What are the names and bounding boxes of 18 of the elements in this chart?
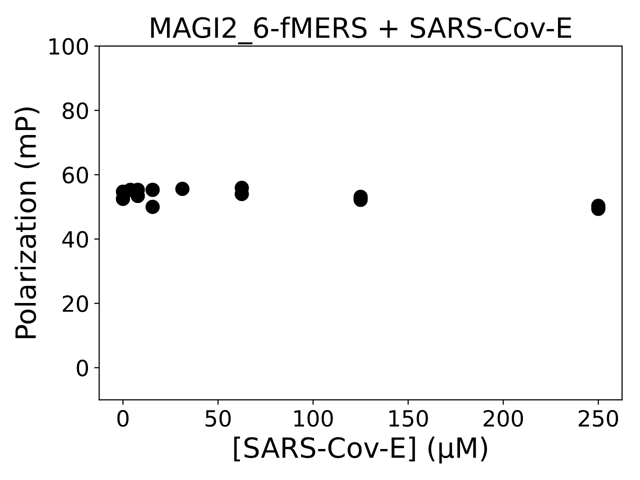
x-tick-label: 0 (117, 410, 129, 427)
x-tick-label: 250 (578, 410, 618, 427)
y-tick-label: 80 (62, 102, 88, 120)
x-tick-label: 200 (484, 410, 523, 427)
x-tick-label: 50 (206, 410, 231, 427)
y-tick-label: 0 (76, 360, 88, 376)
y-tick-label: 20 (62, 295, 88, 312)
y-axis-title: Polarization (mP) (14, 107, 40, 338)
point (146, 182, 160, 197)
chart-title: MAGI2_6-fMERS + SARS-Cov-E (151, 16, 572, 44)
point (175, 182, 190, 196)
y-tick-label: 40 (62, 230, 88, 248)
y-tick-label: 100 (50, 38, 88, 55)
x-tick-label: 100 (294, 410, 333, 427)
y-tick-label: 60 (62, 166, 88, 184)
x-tick-label: 150 (389, 410, 428, 427)
point (146, 200, 160, 214)
x-axis-title: [SARS-Cov-E] (µM) (234, 436, 488, 464)
